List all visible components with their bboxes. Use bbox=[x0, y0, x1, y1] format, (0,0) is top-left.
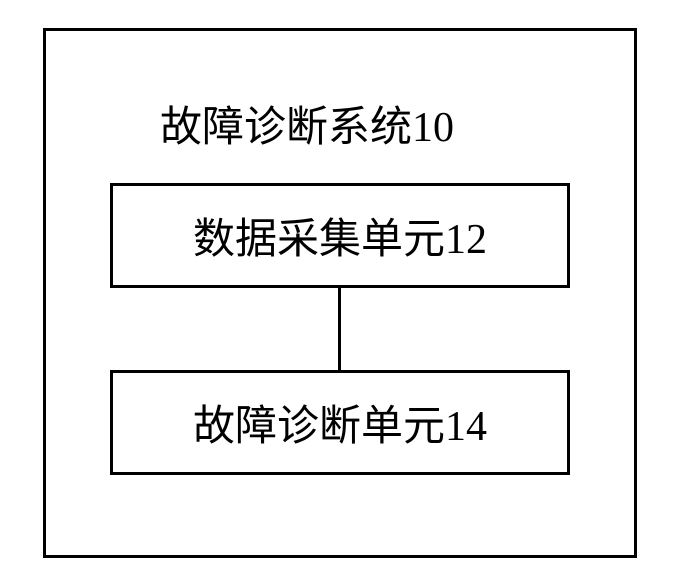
edge-connector bbox=[338, 288, 341, 370]
node-data-collection: 数据采集单元12 bbox=[110, 183, 570, 288]
node-fault-diagnosis: 故障诊断单元14 bbox=[110, 370, 570, 475]
system-title: 故障诊断系统10 bbox=[160, 93, 454, 154]
